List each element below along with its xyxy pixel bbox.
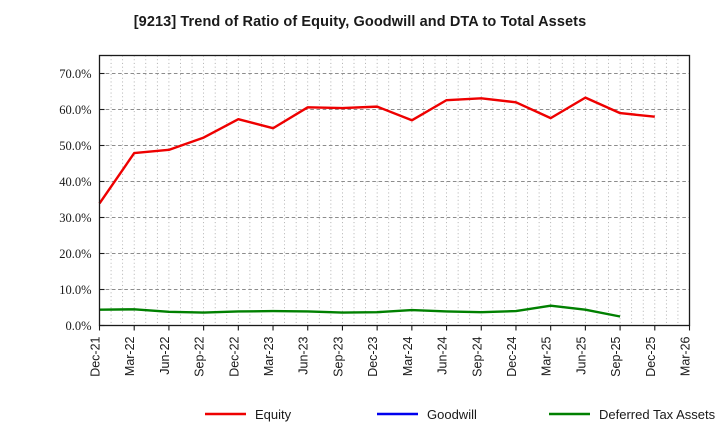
svg-text:Mar-22: Mar-22 bbox=[123, 336, 137, 376]
svg-text:Mar-24: Mar-24 bbox=[401, 336, 415, 376]
minor-gridlines bbox=[110, 55, 679, 326]
legend-label-deferred-tax-assets: Deferred Tax Assets bbox=[599, 407, 716, 422]
svg-text:Dec-23: Dec-23 bbox=[366, 336, 380, 376]
svg-text:40.0%: 40.0% bbox=[59, 175, 91, 189]
svg-text:60.0%: 60.0% bbox=[59, 103, 91, 117]
svg-text:Dec-24: Dec-24 bbox=[505, 336, 519, 376]
legend-label-goodwill: Goodwill bbox=[427, 407, 477, 422]
series-line-deferred-tax-assets bbox=[99, 304, 621, 318]
y-axis-tick-labels: 0.0% 10.0% 20.0% 30.0% 40.0% 50.0% 60.0% 70.0% bbox=[59, 67, 105, 333]
svg-text:Mar-26: Mar-26 bbox=[679, 336, 693, 376]
svg-text:Sep-22: Sep-22 bbox=[193, 336, 207, 376]
svg-text:20.0%: 20.0% bbox=[59, 247, 91, 261]
chart-title: [9213] Trend of Ratio of Equity, Goodwil… bbox=[133, 14, 587, 30]
svg-text:10.0%: 10.0% bbox=[59, 283, 91, 297]
svg-text:50.0%: 50.0% bbox=[59, 139, 91, 153]
legend-label-equity: Equity bbox=[255, 407, 292, 422]
x-axis-tick-labels: Dec-21 Mar-22 Jun-22 Sep-22 Dec-22 Mar-23 Jun-… bbox=[89, 325, 693, 377]
svg-text:Dec-22: Dec-22 bbox=[227, 336, 241, 376]
svg-text:Jun-24: Jun-24 bbox=[436, 336, 450, 374]
svg-text:0.0%: 0.0% bbox=[65, 319, 91, 333]
svg-text:Sep-23: Sep-23 bbox=[331, 336, 345, 376]
major-gridlines bbox=[99, 73, 690, 290]
plot-frame bbox=[98, 54, 691, 327]
svg-text:Mar-25: Mar-25 bbox=[540, 336, 554, 376]
svg-text:Mar-23: Mar-23 bbox=[262, 336, 276, 376]
chart-legend: Equity Goodwill Deferred Tax Assets bbox=[205, 407, 716, 422]
svg-text:Jun-25: Jun-25 bbox=[574, 336, 588, 374]
svg-text:Sep-25: Sep-25 bbox=[609, 336, 623, 376]
svg-text:Jun-22: Jun-22 bbox=[158, 336, 172, 374]
svg-text:Jun-23: Jun-23 bbox=[297, 336, 311, 374]
data-series-group bbox=[98, 96, 655, 318]
svg-text:Dec-21: Dec-21 bbox=[89, 336, 103, 376]
svg-text:30.0%: 30.0% bbox=[59, 211, 91, 225]
svg-text:70.0%: 70.0% bbox=[59, 67, 91, 81]
series-line-equity bbox=[98, 96, 655, 205]
svg-text:Dec-25: Dec-25 bbox=[644, 336, 658, 376]
svg-text:Sep-24: Sep-24 bbox=[470, 336, 484, 376]
